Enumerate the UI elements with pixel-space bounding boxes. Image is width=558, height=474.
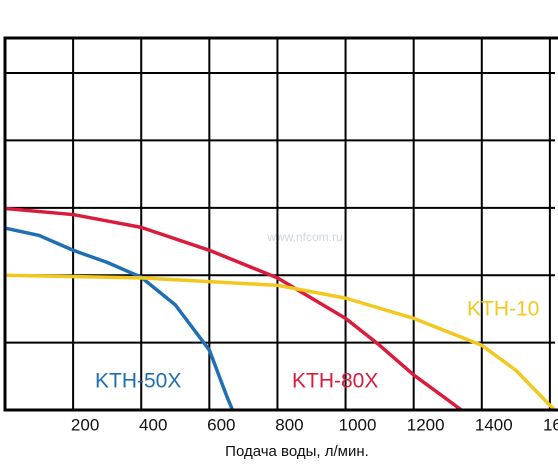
x-axis-label: Подача воды, л/мин. [225,443,369,460]
series-label: KTH-80X [292,370,378,393]
x-tick-label: 600 [207,415,235,434]
series-line [5,273,555,410]
plot-border [3,36,558,412]
series-label: KTH-10 [467,298,539,321]
x-tick-label: 1400 [475,415,513,434]
series-line [5,206,463,410]
watermark: www.nfcom.ru [266,230,342,244]
x-tick-label: 1200 [407,415,445,434]
x-tick-label: 800 [275,415,303,434]
x-tick-label: 400 [139,415,167,434]
x-tick-label: 200 [71,415,99,434]
x-tick-label: 1000 [339,415,377,434]
series-label: KTH-50X [95,370,181,393]
x-tick-label: 1600 [543,415,558,434]
